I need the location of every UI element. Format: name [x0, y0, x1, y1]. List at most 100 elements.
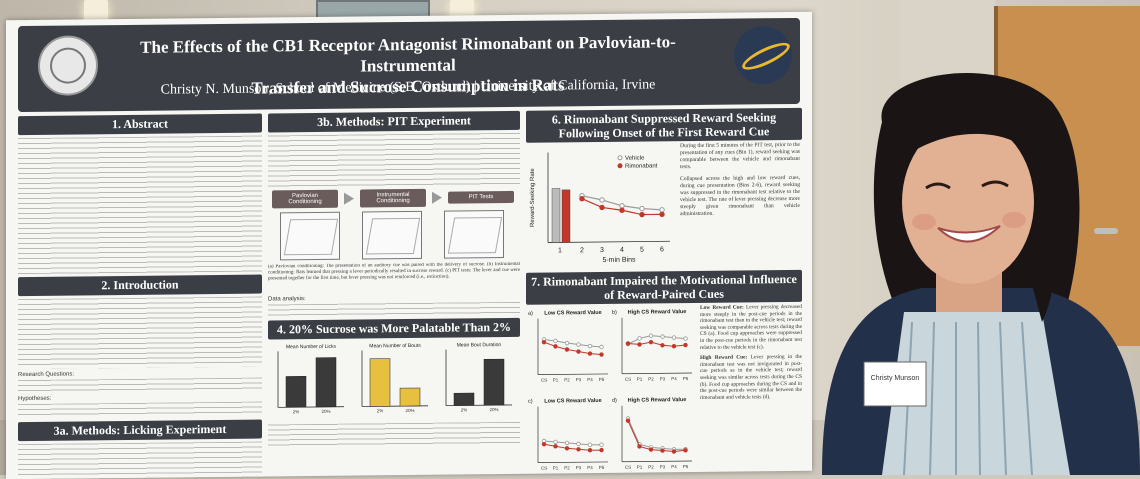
data-point	[576, 349, 581, 354]
data-point	[576, 447, 581, 452]
x-tick-label: 3	[600, 247, 604, 254]
bar	[285, 376, 307, 408]
data-point	[648, 447, 654, 452]
data-point	[639, 211, 645, 218]
section-abstract-heading: 1. Abstract	[18, 113, 262, 136]
chamber-illustrations	[280, 210, 520, 261]
sucrose-text	[268, 421, 520, 447]
data-point	[625, 418, 631, 423]
x-tick-label: P3	[576, 377, 582, 382]
series-line	[627, 341, 686, 347]
data-point	[637, 336, 642, 341]
legend-label: Rimonabant	[625, 163, 658, 169]
x-tick-label: P2	[564, 377, 570, 382]
section6-text: During the first 5 minutes of the PIT te…	[680, 141, 800, 218]
section-licking-heading: 3a. Methods: Licking Experiment	[18, 419, 262, 442]
data-point	[599, 197, 605, 203]
series-line	[627, 418, 686, 450]
bar	[369, 358, 391, 407]
x-tick-label: P5	[599, 465, 605, 470]
data-point	[599, 442, 604, 447]
data-point	[683, 336, 688, 341]
abstract-text	[18, 135, 262, 275]
x-axis	[538, 373, 608, 375]
presenter-person: Christy Munson	[822, 73, 1140, 475]
data-point	[553, 439, 558, 445]
bar-chart-title: Mean Number of Bouts	[369, 343, 421, 350]
data-point	[637, 444, 642, 449]
y-axis-label: Reward-Seeking Rate	[530, 168, 536, 227]
data-point	[553, 338, 558, 344]
reward-seeking-line-chart: Reward-Seeking Rate 5-min Bins 1 2 3 4 5 6 Vehic…	[530, 152, 670, 264]
x-tick-label: 20%	[405, 408, 414, 413]
section-pit-methods-heading: 3b. Methods: PIT Experiment	[268, 110, 520, 133]
introduction-text	[18, 296, 262, 370]
panel-title: High CS Reward Value	[628, 309, 687, 316]
pit-flow-diagram: Pavlovian Conditioning Instrumental Cond…	[272, 188, 520, 209]
data-point	[619, 207, 625, 213]
chamber-illustration	[280, 211, 340, 261]
x-tick-label: P4	[671, 376, 677, 381]
data-point	[660, 448, 665, 453]
data-point	[587, 343, 593, 349]
research-poster: The Effects of the CB1 Receptor Antagoni…	[6, 11, 812, 479]
x-tick-label: 2%	[377, 408, 384, 413]
data-point	[660, 334, 665, 339]
data-point	[599, 344, 604, 350]
data-point	[564, 340, 570, 346]
pit-methods-text	[268, 132, 520, 188]
data-point	[553, 444, 558, 449]
x-tick-label: P5	[683, 464, 689, 469]
hypotheses-label: Hypotheses:	[18, 395, 52, 403]
bar-chart-title: Mean Bout Duration	[457, 342, 502, 348]
x-tick-label: P3	[576, 465, 582, 470]
data-analysis-text	[268, 301, 520, 317]
data-point	[660, 343, 665, 348]
data-point	[599, 447, 604, 453]
data-point	[579, 195, 585, 202]
x-axis	[622, 460, 692, 463]
column-right: 6. Rimonabant Suppressed Reward Seeking …	[526, 107, 802, 479]
x-tick-label: P1	[637, 377, 643, 382]
panel-label: c)	[528, 399, 533, 405]
x-axis	[538, 461, 608, 463]
data-point	[541, 442, 547, 447]
chamber-illustration	[444, 210, 504, 259]
data-point	[637, 342, 642, 347]
pit-caption: (a) Pavlovian conditioning: The presenta…	[268, 261, 520, 282]
x-tick-label: 6	[660, 246, 664, 253]
name-badge: Christy Munson	[871, 375, 920, 382]
chamber-illustration	[362, 210, 422, 260]
data-point	[553, 344, 558, 349]
flow-arrow-icon	[432, 191, 442, 204]
licking-methods-text	[18, 441, 262, 479]
x-tick-label: P3	[660, 376, 666, 381]
section-sucrose-heading: 4. 20% Sucrose was More Palatable Than 2…	[268, 317, 520, 340]
data-point	[564, 347, 570, 352]
lab-logo-icon	[734, 25, 792, 85]
data-point	[587, 448, 593, 453]
series-line	[627, 420, 686, 453]
bar-chart-title: Mean Number of Licks	[286, 344, 337, 351]
x-tick-label: P5	[683, 376, 689, 381]
x-tick-label: P4	[671, 464, 677, 469]
hypotheses-text	[18, 401, 262, 419]
x-tick-label: 2%	[461, 407, 468, 412]
x-tick-label: P2	[648, 464, 654, 469]
series-line	[627, 335, 686, 345]
data-point	[587, 351, 593, 356]
x-tick-label: 1	[558, 247, 562, 254]
panel-label: d)	[612, 398, 617, 404]
x-tick-label: P1	[553, 377, 559, 382]
data-point	[541, 339, 547, 345]
data-point	[671, 344, 677, 349]
panel-label: b)	[612, 310, 617, 316]
data-point	[599, 204, 605, 211]
x-tick-label: P1	[637, 465, 643, 470]
x-tick-label: CS	[541, 378, 547, 383]
panel-label: a)	[528, 311, 533, 317]
flow-step-pavlovian: Pavlovian Conditioning	[272, 189, 338, 209]
data-point	[564, 440, 570, 446]
bar	[315, 357, 337, 408]
flow-step-pit: PIT Tests	[448, 190, 514, 204]
